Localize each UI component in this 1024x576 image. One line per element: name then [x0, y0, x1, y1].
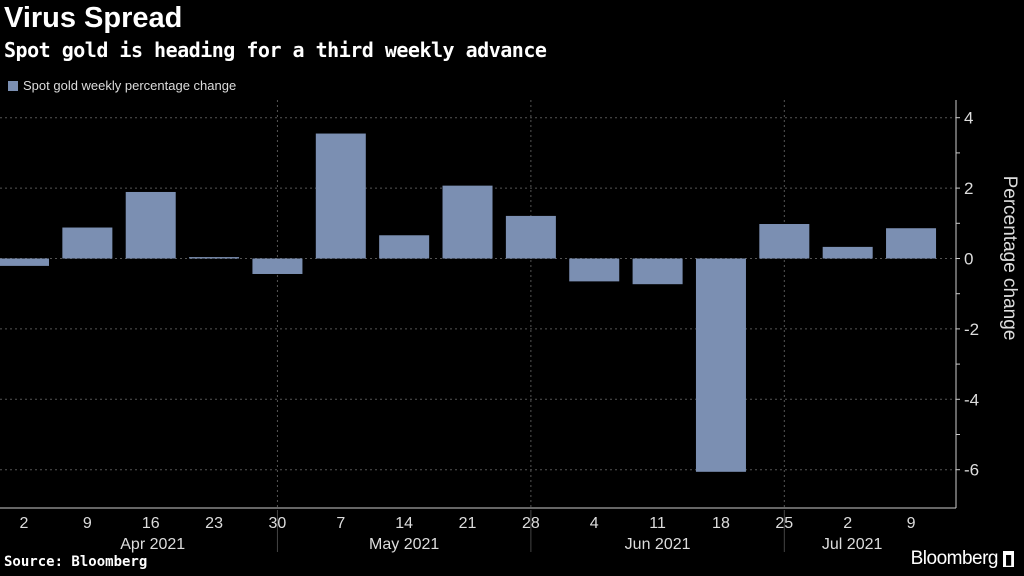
x-tick-label: 11	[649, 515, 666, 532]
bar-1	[62, 227, 113, 259]
legend-swatch	[8, 80, 18, 91]
bar-9	[569, 258, 620, 282]
bar-7	[442, 185, 493, 259]
month-label: May 2021	[369, 536, 439, 553]
x-tick-label: 7	[336, 515, 345, 532]
x-tick-label: 30	[269, 515, 287, 532]
x-tick-label: 2	[843, 515, 852, 532]
x-tick-label: 16	[142, 515, 160, 532]
x-tick-label: 4	[590, 515, 599, 532]
y-tick-label: 0	[964, 250, 973, 269]
x-tick-label: 2	[20, 515, 29, 532]
x-tick-label: 18	[712, 515, 730, 532]
bar-12	[759, 224, 810, 259]
bar-8	[505, 215, 556, 259]
x-tick-label: 9	[907, 515, 916, 532]
legend-label: Spot gold weekly percentage change	[23, 78, 237, 93]
bar-14	[886, 228, 937, 259]
y-tick-label: 4	[964, 109, 973, 128]
month-label: Jul 2021	[822, 536, 883, 553]
month-label: Apr 2021	[120, 536, 185, 553]
x-tick-label: 9	[83, 515, 92, 532]
legend: Spot gold weekly percentage change	[8, 78, 236, 93]
y-tick-label: -4	[964, 390, 979, 409]
month-label: Jun 2021	[625, 536, 691, 553]
bar-6	[379, 235, 430, 259]
chart-title: Virus Spread	[4, 2, 183, 34]
y-axis-label: Percentage change	[999, 176, 1020, 341]
bar-13	[822, 246, 873, 259]
bar-5	[315, 133, 366, 259]
x-tick-label: 28	[522, 515, 540, 532]
bar-0	[0, 258, 49, 266]
y-tick-label: -2	[964, 320, 979, 339]
bloomberg-logo: Bloomberg ▮	[910, 548, 1014, 569]
chart-subtitle: Spot gold is heading for a third weekly …	[4, 38, 547, 62]
bar-3	[189, 257, 240, 259]
source-note: Source: Bloomberg	[4, 554, 148, 570]
bar-2	[125, 191, 176, 259]
bar-11	[695, 258, 746, 472]
x-tick-label: 14	[395, 515, 413, 532]
bar-10	[632, 258, 683, 285]
y-tick-label: 2	[964, 179, 973, 198]
x-tick-label: 23	[205, 515, 223, 532]
bar-4	[252, 258, 303, 274]
y-tick-label: -6	[964, 461, 979, 480]
x-tick-label: 21	[459, 515, 477, 532]
x-tick-label: 25	[775, 515, 793, 532]
